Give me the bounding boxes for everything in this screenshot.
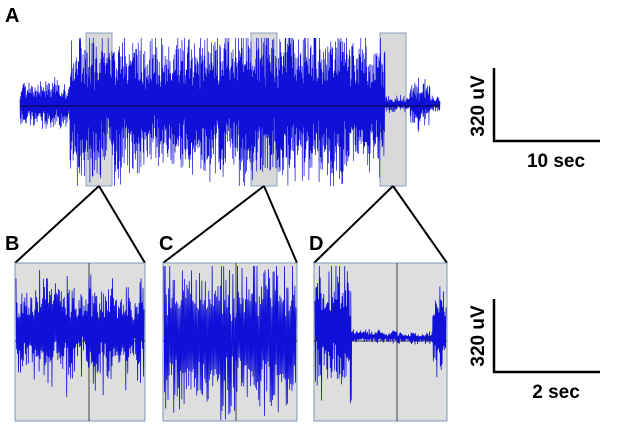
eeg-trace-panel-c xyxy=(163,265,297,421)
eeg-trace-panel-d xyxy=(314,265,447,404)
panel-label-d: D xyxy=(309,233,323,255)
panel-a-overview-plot xyxy=(19,32,441,187)
scalebar-bottom: 320 uV 2 sec xyxy=(468,299,600,403)
connector-c-left xyxy=(162,185,265,264)
panel-d-zoom-plot xyxy=(313,262,448,422)
scalebar-top: 320 uV 10 sec xyxy=(468,68,600,172)
eeg-trace-panel-b xyxy=(15,269,145,398)
connector-b-right xyxy=(98,185,146,264)
panel-label-b: B xyxy=(5,233,19,255)
zoom-connectors xyxy=(14,185,448,264)
connector-d-right xyxy=(392,185,448,264)
scalebar-top-time-label: 10 sec xyxy=(527,151,586,172)
panel-label-c: C xyxy=(159,233,173,255)
connector-b-left xyxy=(14,185,100,264)
panel-label-a: A xyxy=(5,5,19,27)
scalebar-top-amplitude-label: 320 uV xyxy=(468,75,489,137)
scalebar-bottom-time-label: 2 sec xyxy=(532,382,580,403)
panel-c-zoom-plot xyxy=(162,262,298,422)
eeg-trace-overview xyxy=(19,37,441,187)
connector-c-right xyxy=(263,185,298,264)
scalebar-bottom-amplitude-label: 320 uV xyxy=(468,305,489,367)
connector-d-left xyxy=(313,185,394,264)
panel-b-zoom-plot xyxy=(14,262,146,422)
